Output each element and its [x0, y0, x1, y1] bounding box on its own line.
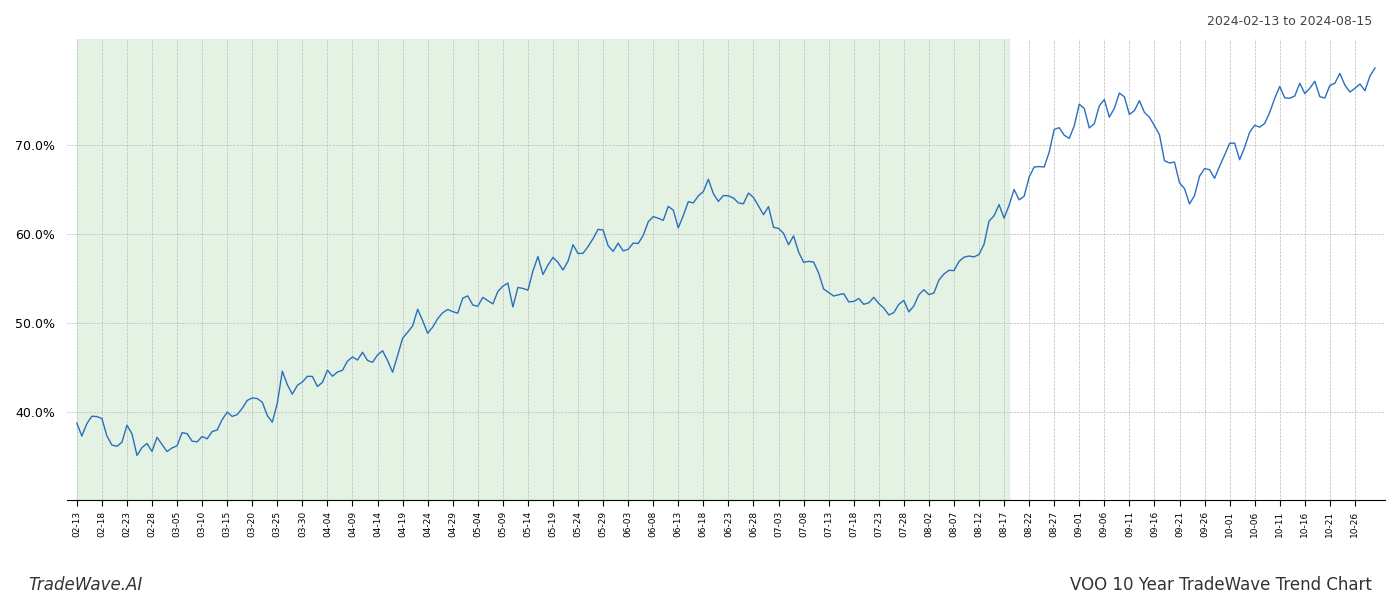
Text: TradeWave.AI: TradeWave.AI	[28, 576, 143, 594]
Text: VOO 10 Year TradeWave Trend Chart: VOO 10 Year TradeWave Trend Chart	[1070, 576, 1372, 594]
Text: 2024-02-13 to 2024-08-15: 2024-02-13 to 2024-08-15	[1207, 15, 1372, 28]
Bar	[77, 39, 1009, 500]
